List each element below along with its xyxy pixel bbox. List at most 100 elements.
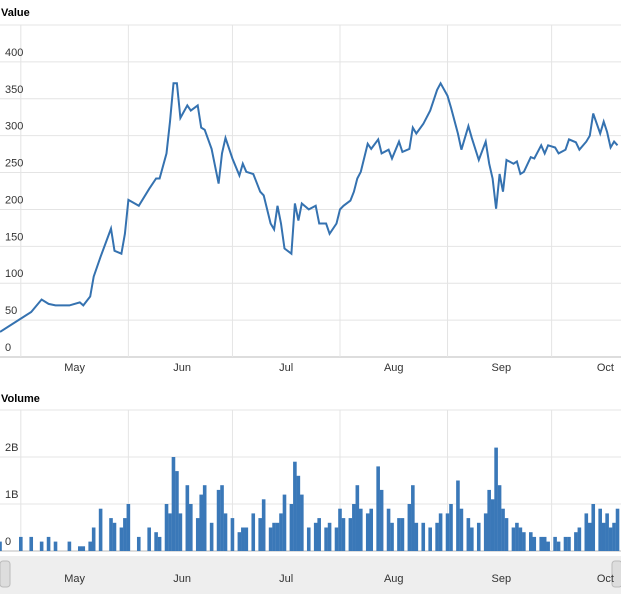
- bar: [296, 475, 301, 551]
- bar: [511, 527, 516, 551]
- bar: [272, 522, 276, 551]
- bar: [438, 513, 443, 551]
- bar: [126, 504, 131, 551]
- bar: [199, 494, 204, 551]
- bar: [77, 546, 82, 551]
- bar: [532, 536, 537, 551]
- bar: [435, 522, 439, 551]
- bar: [528, 532, 533, 551]
- bar: [171, 457, 176, 551]
- bar: [230, 518, 235, 551]
- bar: [376, 466, 380, 551]
- bar: [19, 536, 23, 551]
- bar: [327, 522, 332, 551]
- bar: [178, 513, 183, 551]
- bar: [504, 518, 509, 551]
- bar: [386, 508, 391, 551]
- bar: [0, 541, 2, 551]
- y-tick-label: 200: [5, 194, 23, 206]
- scroll-handle-right[interactable]: [611, 560, 621, 588]
- x-tick-label: Jul: [279, 573, 293, 585]
- bar: [490, 499, 495, 551]
- bar: [494, 447, 498, 551]
- bar: [397, 518, 401, 551]
- bar: [487, 489, 491, 551]
- bar: [608, 527, 613, 551]
- bar: [147, 527, 151, 551]
- y-tick-label: 400: [5, 47, 23, 59]
- bar: [202, 485, 207, 551]
- bar: [175, 471, 179, 551]
- bar: [563, 536, 568, 551]
- y-tick-label: 2B: [5, 442, 18, 454]
- bar: [157, 536, 162, 551]
- bar: [29, 536, 34, 551]
- bar: [216, 489, 221, 551]
- bar: [109, 518, 113, 551]
- bar: [91, 527, 96, 551]
- bar: [379, 489, 384, 551]
- x-tick-label: Sep: [492, 573, 512, 585]
- bar: [407, 504, 412, 551]
- bar: [112, 522, 117, 551]
- bar: [313, 522, 318, 551]
- bar: [209, 522, 214, 551]
- bar: [338, 508, 342, 551]
- bar: [306, 527, 311, 551]
- bar: [300, 494, 304, 551]
- bar: [615, 508, 620, 551]
- bar: [365, 513, 370, 551]
- bar: [324, 527, 328, 551]
- bar: [591, 504, 596, 551]
- bar: [268, 527, 273, 551]
- bar: [352, 504, 356, 551]
- bar: [88, 541, 93, 551]
- bar: [341, 518, 346, 551]
- bar: [598, 508, 602, 551]
- x-tick-label: Jun: [173, 573, 191, 585]
- x-tick-label: Aug: [384, 573, 404, 585]
- x-tick-label: Jun: [173, 362, 191, 374]
- bar: [359, 508, 363, 551]
- bar: [601, 522, 606, 551]
- bar: [355, 485, 360, 551]
- bar: [411, 485, 415, 551]
- bar: [244, 527, 249, 551]
- bar: [466, 518, 471, 551]
- bar: [81, 546, 86, 551]
- y-tick-label: 300: [5, 121, 23, 133]
- bar: [553, 536, 557, 551]
- bar: [459, 508, 464, 551]
- bar: [577, 527, 582, 551]
- bar: [400, 518, 405, 551]
- x-tick-label: May: [64, 573, 85, 585]
- bar: [414, 522, 419, 551]
- bar: [53, 541, 58, 551]
- bar: [369, 508, 374, 551]
- bar: [67, 541, 72, 551]
- bar: [164, 504, 169, 551]
- bar: [261, 499, 266, 551]
- bar: [567, 536, 571, 551]
- x-tick-label: Oct: [597, 362, 614, 374]
- x-tick-label: Aug: [384, 362, 404, 374]
- bar: [195, 518, 200, 551]
- bar: [449, 504, 453, 551]
- bar: [476, 522, 481, 551]
- bar: [289, 504, 294, 551]
- y-tick-label: 100: [5, 268, 23, 280]
- bar: [237, 532, 242, 551]
- bar: [518, 527, 523, 551]
- bar: [39, 541, 44, 551]
- bar: [189, 504, 193, 551]
- bar: [348, 518, 353, 551]
- scroll-handle-left[interactable]: [0, 560, 11, 588]
- bar: [220, 485, 224, 551]
- bar: [584, 513, 589, 551]
- bar: [522, 532, 526, 551]
- bar: [470, 527, 474, 551]
- bar: [119, 527, 124, 551]
- x-tick-label: Oct: [597, 573, 614, 585]
- y-tick-label: 0: [5, 342, 11, 354]
- bar: [185, 485, 190, 551]
